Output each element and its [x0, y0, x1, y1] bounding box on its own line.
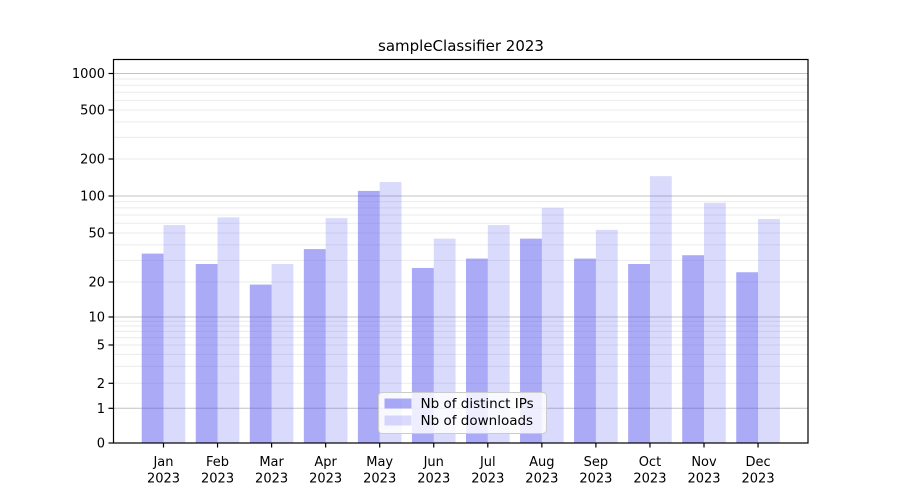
bar-downloads-dec: [758, 218, 780, 443]
x-tick-label-apr: Apr 2023: [309, 455, 342, 487]
legend-swatch-distinct-ips: [384, 398, 412, 409]
x-tick-label-dec: Dec 2023: [742, 455, 775, 487]
bar-downloads-nov: [704, 202, 726, 443]
x-tick-label-aug: Aug 2023: [525, 455, 558, 487]
legend-swatch-downloads: [384, 415, 412, 426]
legend-box: [378, 392, 547, 434]
x-tick-label-jul: Jul 2023: [471, 455, 504, 487]
x-tick-label-may: May 2023: [363, 455, 396, 487]
x-tick-label-mar: Mar 2023: [255, 455, 288, 487]
y-tick-label-10: 10: [88, 311, 105, 326]
bar-downloads-jun: [433, 238, 456, 443]
legend-label-downloads: Nb of downloads: [421, 413, 534, 429]
bar-downloads-aug: [541, 207, 564, 443]
plot-area: 0 1 2 5 10 20 50 100 200 500 1000 Jan 2023 Feb 2023 Mar…: [72, 58, 809, 487]
x-tick-label-nov: Nov 2023: [687, 455, 720, 487]
y-tick-label-1: 1: [97, 402, 105, 417]
x-tick-label-oct: Oct 2023: [633, 455, 666, 487]
bar-distinct-ips-dec: [736, 272, 759, 443]
bar-distinct-ips-apr: [303, 249, 326, 443]
x-tick-label-sep: Sep 2023: [579, 455, 612, 487]
y-tick-label-20: 20: [88, 276, 105, 291]
y-tick-label-100: 100: [80, 190, 105, 205]
bar-distinct-ips-nov: [682, 255, 704, 443]
bar-downloads-jul: [487, 225, 510, 443]
bar-distinct-ips-oct: [628, 264, 650, 443]
y-tick-label-1000: 1000: [72, 67, 105, 82]
legend-label-distinct-ips: Nb of distinct IPs: [421, 396, 534, 412]
x-tick-label-feb: Feb 2023: [201, 455, 234, 487]
bar-distinct-ips-jan: [141, 253, 164, 443]
bar-downloads-sep: [595, 229, 618, 443]
x-tick-label-jun: Jun 2023: [417, 455, 450, 487]
y-tick-label-2: 2: [97, 377, 105, 392]
bar-distinct-ips-mar: [249, 284, 272, 443]
bar-downloads-feb: [217, 217, 240, 443]
y-tick-label-50: 50: [88, 227, 105, 242]
bar-downloads-jan: [163, 225, 186, 443]
plot-border: [112, 58, 809, 444]
bar-downloads-may: [379, 181, 402, 444]
chart-title: sampleClassifier 2023: [378, 37, 544, 55]
y-tick-label-0: 0: [97, 437, 105, 452]
y-tick-label-200: 200: [80, 153, 105, 168]
bar-distinct-ips-may: [357, 190, 380, 443]
y-tick-label-500: 500: [80, 104, 105, 119]
bar-distinct-ips-feb: [195, 264, 218, 443]
bar-distinct-ips-aug: [520, 238, 542, 443]
bar-downloads-mar: [271, 264, 294, 443]
bar-downloads-oct: [649, 176, 672, 443]
bar-downloads-apr: [325, 218, 348, 443]
y-tick-label-5: 5: [97, 339, 105, 354]
x-tick-label-jan: Jan 2023: [147, 455, 180, 487]
bar-distinct-ips-sep: [574, 258, 596, 443]
